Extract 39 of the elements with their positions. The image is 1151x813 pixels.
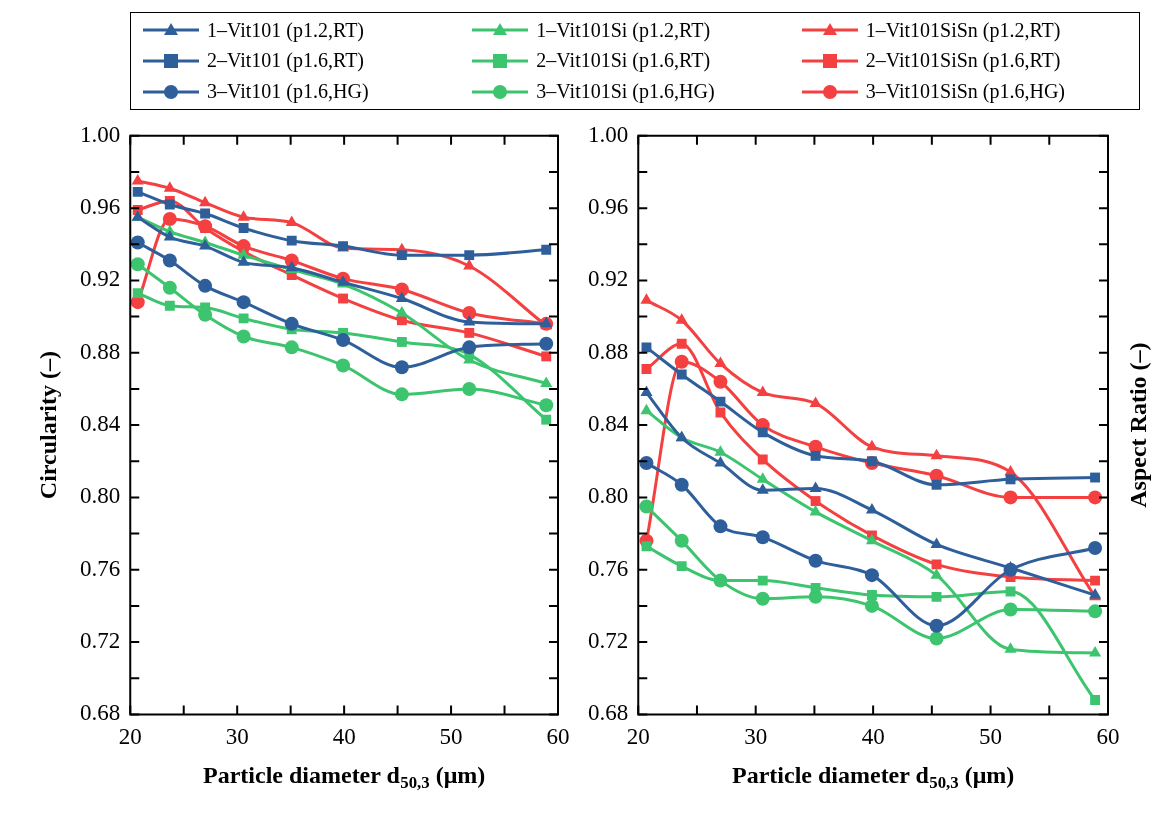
y-tick-label: 1.00 (80, 121, 121, 147)
x-tick-label: 20 (118, 724, 142, 750)
y-tick-label: 0.80 (80, 483, 121, 509)
x-tick-label: 50 (979, 724, 1003, 750)
x-tick-label: 30 (744, 724, 768, 750)
y-tick-label: 0.68 (588, 700, 629, 726)
legend-label: 2–Vit101SiSn (p1.6,RT) (865, 49, 1061, 73)
legend-label: 3–Vit101SiSn (p1.6,HG) (865, 80, 1066, 104)
legend-label: 3–Vit101Si (p1.6,HG) (536, 80, 715, 104)
y-tick-label: 0.68 (80, 700, 121, 726)
legend-label: 2–Vit101Si (p1.6,RT) (536, 49, 711, 73)
y-tick-label: 0.72 (588, 628, 629, 654)
legend-label: 2–Vit101 (p1.6,RT) (207, 49, 365, 73)
legend-label: 3–Vit101 (p1.6,HG) (207, 80, 369, 104)
x-tick-label: 60 (546, 724, 570, 750)
legend-label: 1–Vit101SiSn (p1.2,RT) (865, 18, 1061, 42)
x-tick-label: 20 (626, 724, 650, 750)
y-tick-label: 0.80 (588, 483, 629, 509)
x-tick-label: 60 (1096, 724, 1120, 750)
legend-label: 1–Vit101 (p1.2,RT) (207, 18, 365, 42)
y-tick-label: 0.88 (588, 338, 629, 364)
y-tick-label: 0.88 (80, 338, 121, 364)
y-tick-label: 0.84 (80, 411, 121, 437)
y-tick-label: 0.72 (80, 628, 121, 654)
y-tick-label: 0.76 (80, 555, 121, 581)
y-tick-label: 0.92 (588, 266, 629, 292)
y-axis-title: Aspect Ratio (–) (1125, 342, 1151, 508)
legend-label: 1–Vit101Si (p1.2,RT) (536, 18, 711, 42)
y-tick-label: 0.96 (588, 194, 629, 220)
y-tick-label: 1.00 (588, 121, 629, 147)
x-tick-label: 50 (439, 724, 463, 750)
x-tick-label: 40 (861, 724, 885, 750)
y-tick-label: 0.92 (80, 266, 121, 292)
y-tick-label: 0.96 (80, 194, 121, 220)
x-tick-label: 30 (225, 724, 249, 750)
y-axis-title: Circularity (–) (35, 351, 62, 500)
x-tick-label: 40 (332, 724, 356, 750)
y-tick-label: 0.76 (588, 555, 629, 581)
y-tick-label: 0.84 (588, 411, 629, 437)
